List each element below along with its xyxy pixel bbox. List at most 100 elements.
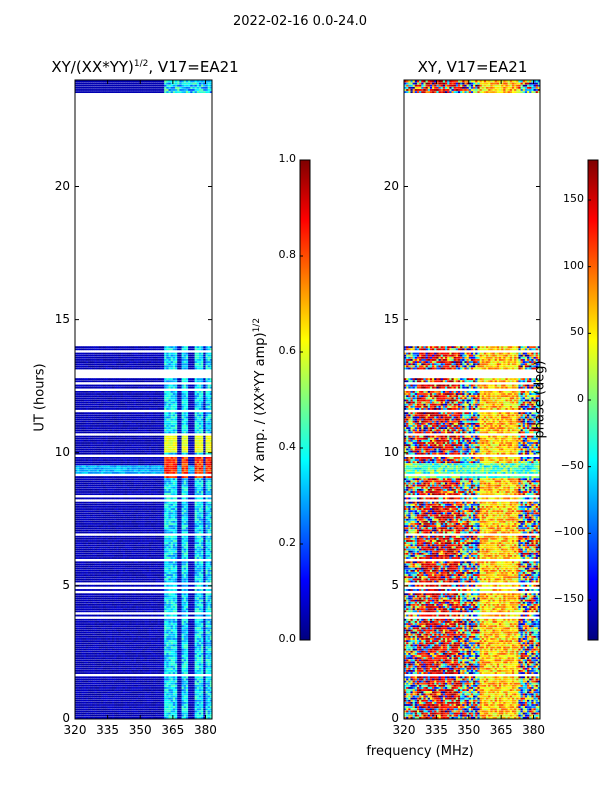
heat-cell <box>205 576 208 579</box>
heat-cell <box>155 706 158 709</box>
heat-cell <box>172 599 176 602</box>
heat-cell <box>155 710 158 713</box>
heat-cell <box>177 659 180 662</box>
heat-cell <box>196 621 200 623</box>
heat-cell <box>138 610 141 613</box>
heat-cell <box>161 565 165 568</box>
heat-cell <box>207 712 211 715</box>
heat-cell <box>111 540 115 542</box>
heat-cell <box>81 704 84 706</box>
heat-cell <box>133 708 137 711</box>
heat-cell <box>129 623 132 625</box>
heat-cell <box>94 599 98 602</box>
heat-cell <box>83 676 87 679</box>
heat-cell <box>179 567 182 570</box>
heat-cell <box>209 682 213 685</box>
heat-cell <box>181 716 185 719</box>
heat-cell <box>188 672 191 674</box>
heat-cell <box>148 667 152 670</box>
heat-cell <box>157 597 161 600</box>
heat-cell <box>81 635 84 638</box>
heat-cell <box>116 680 119 683</box>
heat-cell <box>185 535 189 538</box>
heat-cell <box>120 614 124 617</box>
heat-cell <box>203 670 206 672</box>
heat-cell <box>114 610 117 613</box>
heat-cell <box>138 567 141 570</box>
heat-cell <box>190 546 193 549</box>
heat-cell <box>109 603 113 606</box>
heat-cell <box>144 584 148 587</box>
heat-cell <box>185 606 189 608</box>
heat-cell <box>205 644 208 647</box>
heat-cell <box>209 554 213 557</box>
heat-cell <box>127 697 130 700</box>
heat-cell <box>153 663 156 666</box>
heat-cell <box>88 565 91 568</box>
heat-cell <box>125 659 128 662</box>
heat-cell <box>105 695 108 698</box>
heat-cell <box>118 629 121 632</box>
heat-cell <box>94 655 98 657</box>
heat-cell <box>190 650 193 653</box>
heat-cell <box>109 550 113 553</box>
heat-cell <box>196 548 200 551</box>
heat-cell <box>94 610 98 613</box>
heat-cell <box>120 608 124 611</box>
heat-cell <box>122 554 126 557</box>
heat-cell <box>90 593 93 596</box>
heat-cell <box>172 652 176 655</box>
heat-cell <box>146 542 150 545</box>
heat-cell <box>172 687 176 689</box>
heat-cell <box>196 655 200 657</box>
heat-cell <box>164 614 167 617</box>
heat-cell <box>170 595 174 598</box>
heat-cell <box>138 537 141 540</box>
heat-cell <box>177 540 180 542</box>
heat-cell <box>157 672 161 674</box>
heat-cell <box>177 614 180 617</box>
heat-cell <box>129 706 132 709</box>
heat-cell <box>157 601 161 604</box>
heat-cell <box>168 610 171 613</box>
heat-cell <box>101 589 104 591</box>
heat-cell <box>122 680 126 683</box>
heat-cell <box>183 535 187 538</box>
heat-cell <box>85 580 89 583</box>
heat-cell <box>83 629 87 632</box>
heat-cell <box>111 708 115 711</box>
heat-cell <box>135 650 139 653</box>
heat-cell <box>168 550 171 553</box>
heat-cell <box>83 567 87 570</box>
heat-cell <box>140 650 143 653</box>
heat-cell <box>188 601 191 604</box>
heat-cell <box>181 655 185 657</box>
heat-cell <box>103 554 106 557</box>
heat-cell <box>88 606 91 608</box>
heat-cell <box>133 644 137 647</box>
heat-cell <box>161 691 165 694</box>
heat-cell <box>168 672 171 674</box>
heat-cell <box>111 706 115 709</box>
heat-cell <box>201 572 204 574</box>
heat-cell <box>140 546 143 549</box>
heat-cell <box>190 627 193 630</box>
heat-cell <box>142 561 145 564</box>
heat-cell <box>166 712 169 715</box>
heat-cell <box>81 576 84 579</box>
heat-cell <box>122 695 126 698</box>
heat-cell <box>179 578 182 581</box>
heat-cell <box>105 567 108 570</box>
heat-cell <box>146 572 150 574</box>
heat-cell <box>166 544 169 547</box>
heat-cell <box>196 569 200 572</box>
heat-cell <box>116 610 119 613</box>
heat-cell <box>125 544 128 547</box>
heat-cell <box>129 633 132 636</box>
heat-cell <box>103 712 106 715</box>
heat-cell <box>81 678 84 681</box>
heat-cell <box>79 540 82 542</box>
heat-cell <box>92 684 95 687</box>
heat-cell <box>198 546 202 549</box>
heat-cell <box>122 548 126 551</box>
